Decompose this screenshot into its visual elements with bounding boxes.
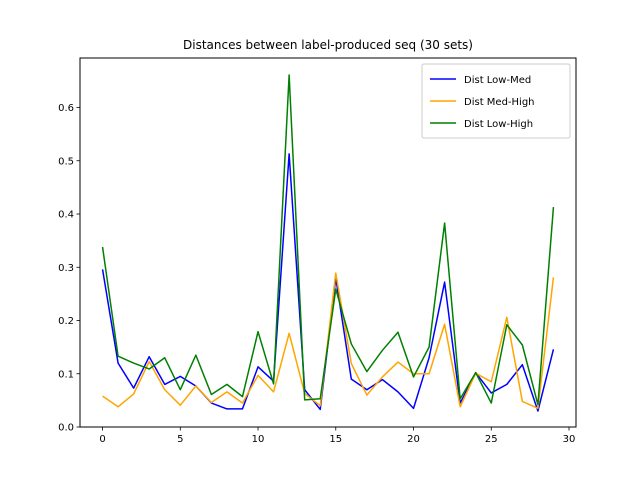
x-tick-label: 20 xyxy=(407,434,420,445)
y-tick-label: 0.5 xyxy=(58,156,74,167)
legend-label: Dist Low-High xyxy=(464,119,533,130)
x-tick-label: 0 xyxy=(99,434,105,445)
x-tick-label: 25 xyxy=(485,434,498,445)
legend-label: Dist Low-Med xyxy=(464,75,531,86)
x-axis: 0 5 10 15 20 25 30 xyxy=(99,427,575,445)
series-line-0 xyxy=(101,153,555,412)
x-tick-label: 30 xyxy=(563,434,576,445)
y-tick-label: 0.1 xyxy=(58,369,74,380)
plot-frame xyxy=(79,57,577,428)
x-tick-label: 5 xyxy=(177,434,183,445)
legend: Dist Low-Med Dist Med-High Dist Low-High xyxy=(421,63,571,139)
y-axis: 0.0 0.1 0.2 0.3 0.4 0.5 0.6 xyxy=(58,103,80,434)
legend-label: Dist Med-High xyxy=(464,97,535,108)
y-tick-label: 0.6 xyxy=(58,103,74,114)
y-tick-label: 0.2 xyxy=(58,316,74,327)
y-tick-label: 0.4 xyxy=(58,210,74,221)
y-tick-label: 0.0 xyxy=(58,423,74,434)
x-tick-label: 15 xyxy=(329,434,342,445)
y-tick-label: 0.3 xyxy=(58,263,74,274)
plot-lines xyxy=(101,74,555,412)
chart-title: Distances between label-produced seq (30… xyxy=(183,38,473,52)
legend-box xyxy=(421,63,571,139)
series-line-2 xyxy=(101,74,555,406)
x-tick-label: 10 xyxy=(252,434,265,445)
